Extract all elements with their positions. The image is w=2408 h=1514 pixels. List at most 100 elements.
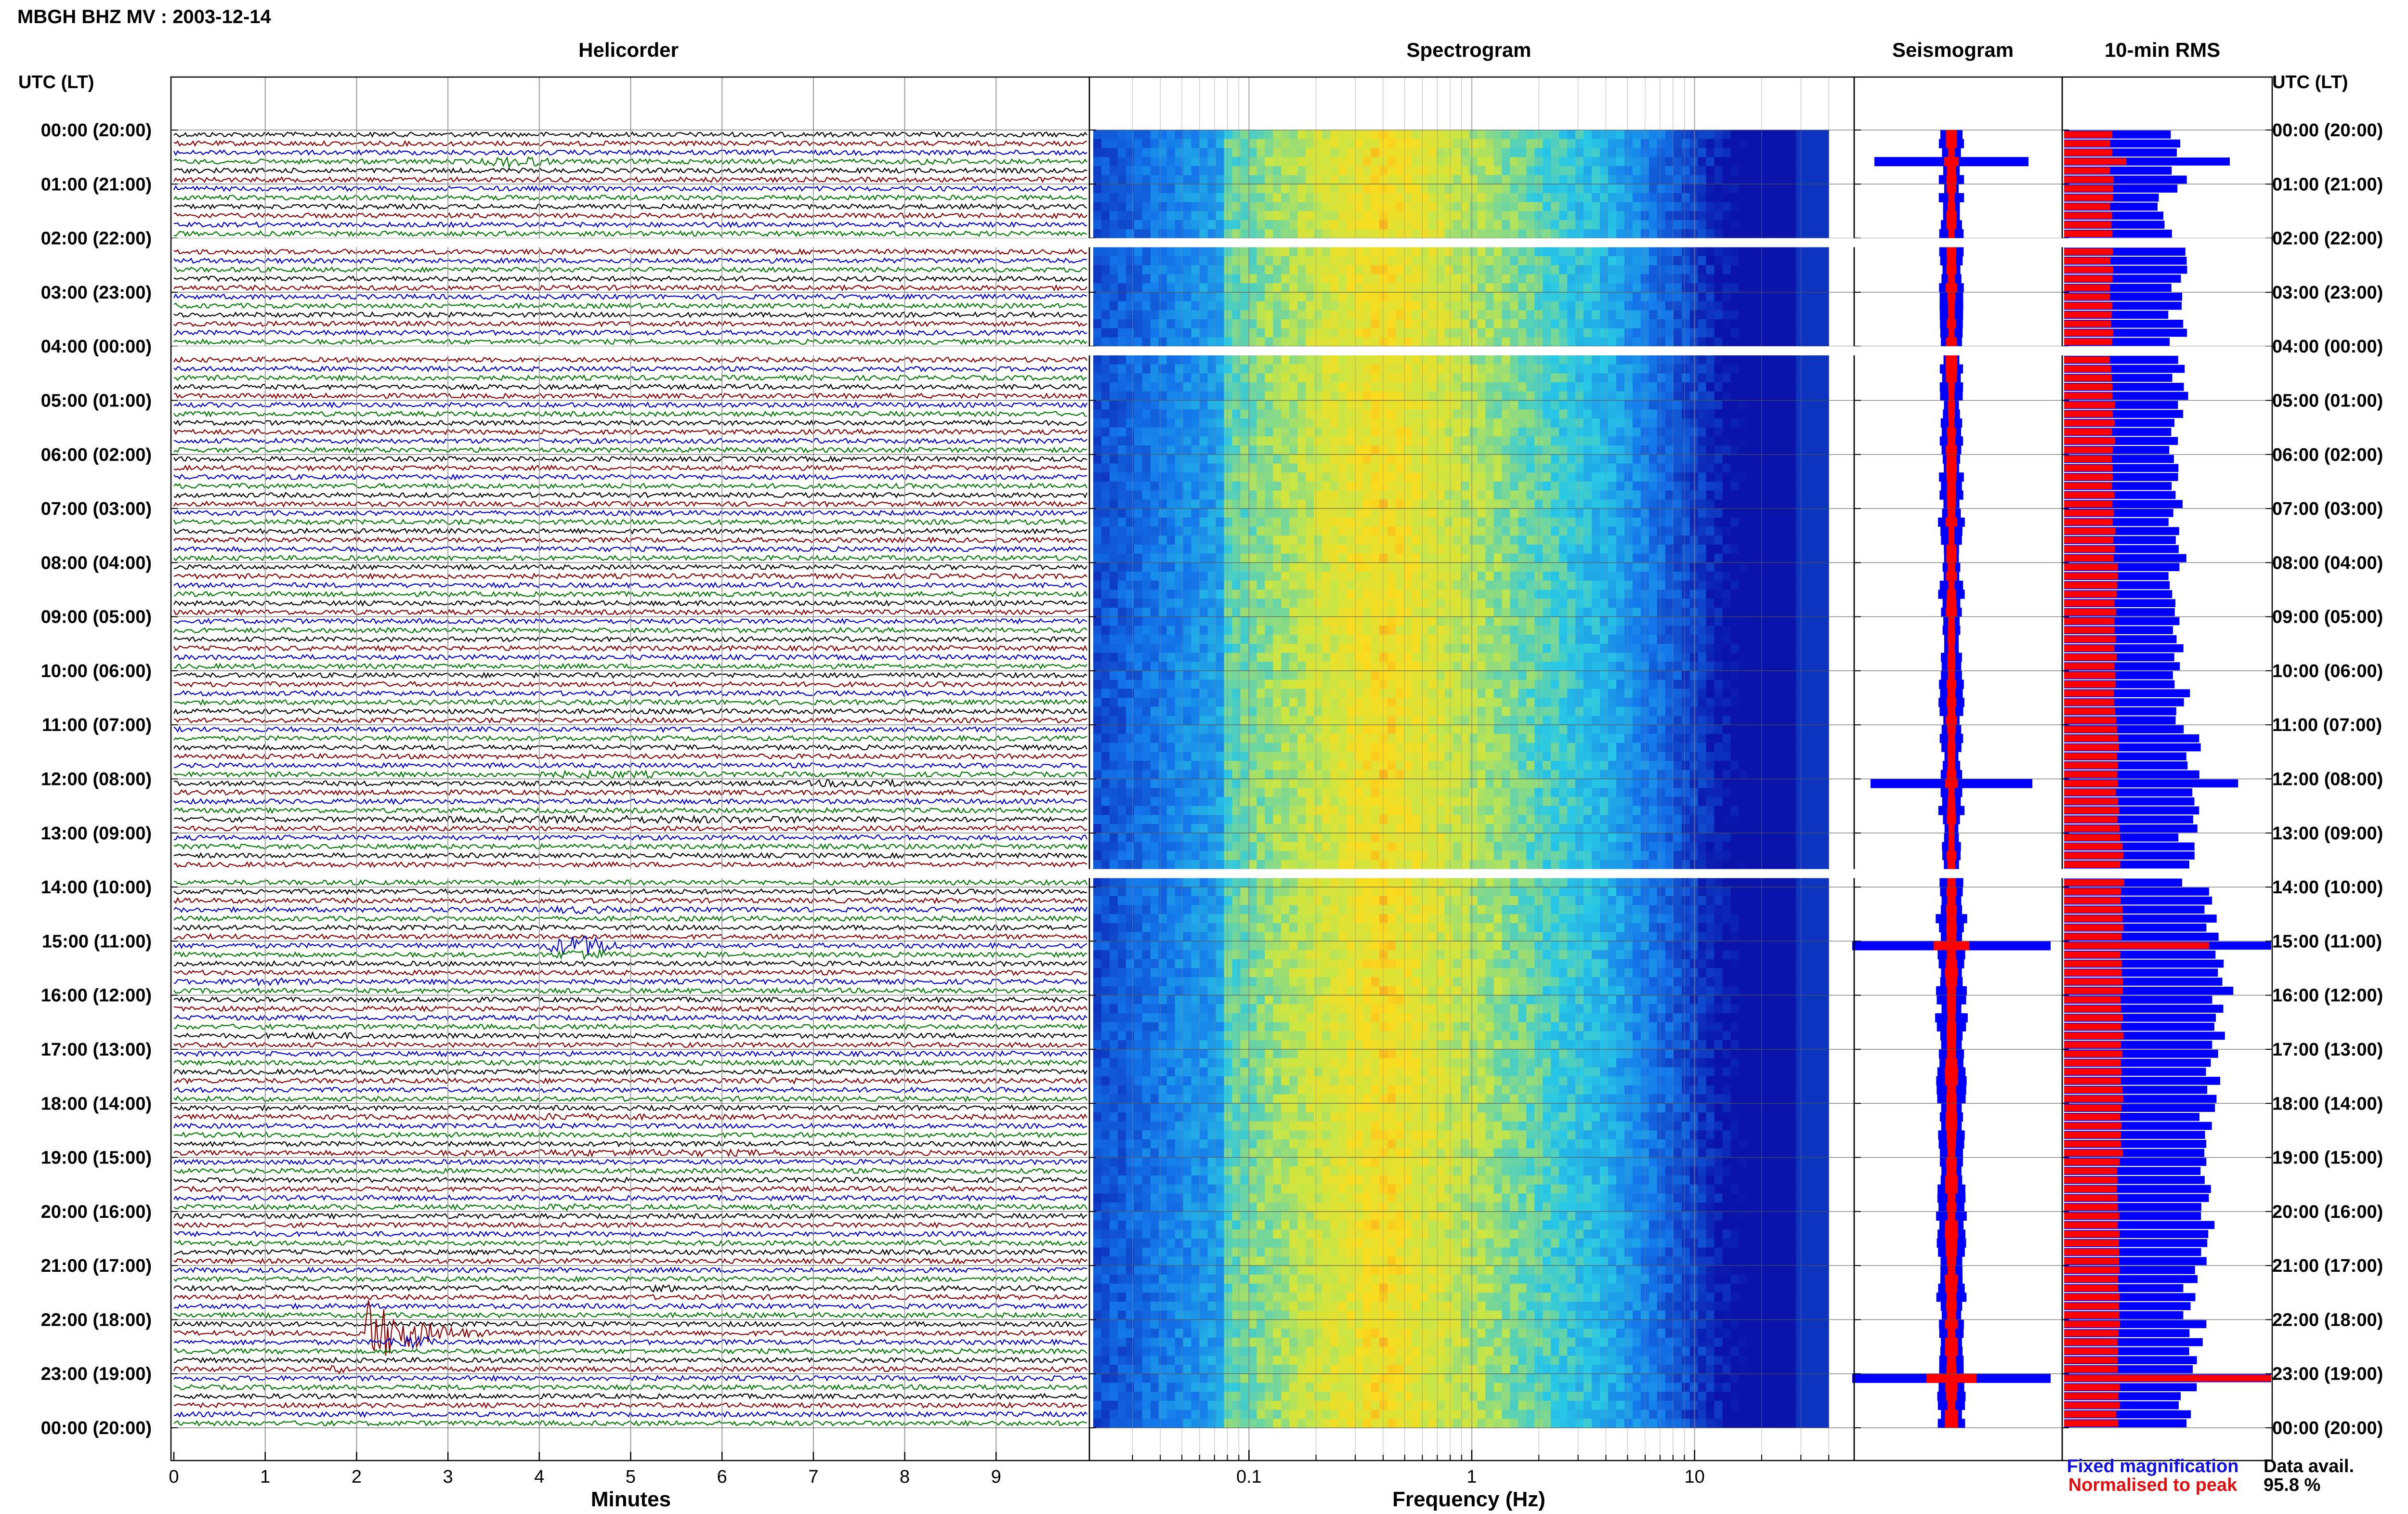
spectrogram-cell: [1437, 535, 1445, 545]
spectrogram-cell: [1355, 409, 1363, 418]
spectrogram-cell: [1812, 455, 1821, 464]
spectrogram-cell: [1412, 545, 1421, 554]
spectrogram-cell: [1371, 365, 1380, 374]
spectrogram-cell: [1420, 283, 1429, 292]
spectrogram-cell: [1101, 401, 1110, 410]
spectrogram-cell: [1723, 365, 1731, 374]
spectrogram-cell: [1224, 401, 1233, 410]
spectrogram-cell: [1387, 445, 1396, 455]
spectrogram-cell: [1338, 157, 1347, 166]
spectrogram-cell: [1739, 499, 1748, 509]
spectrogram-cell: [1379, 139, 1388, 148]
spectrogram-cell: [1804, 581, 1813, 590]
spectrogram-cell: [1404, 157, 1413, 166]
spectrogram-cell: [1763, 554, 1772, 563]
spectrogram-cell: [1543, 247, 1551, 256]
spectrogram-cell: [1592, 130, 1600, 139]
spectrogram-cell: [1478, 545, 1486, 554]
spectrogram-cell: [1453, 572, 1462, 581]
spectrogram-cell: [1723, 256, 1731, 265]
spectrogram-cell: [1518, 455, 1527, 464]
spectrogram-cell: [1747, 202, 1756, 211]
spectrogram-cell: [1510, 409, 1518, 418]
spectrogram-cell: [1763, 409, 1772, 418]
spectrogram-cell: [1256, 482, 1265, 491]
spectrogram-cell: [1461, 292, 1470, 301]
spectrogram-cell: [1379, 482, 1388, 491]
spectrogram-cell: [1771, 283, 1780, 292]
spectrogram-cell: [1624, 518, 1633, 527]
spectrogram-cell: [1469, 211, 1478, 220]
spectrogram-cell: [1142, 355, 1151, 365]
spectrogram-cell: [1665, 220, 1674, 229]
spectrogram-cell: [1330, 310, 1339, 319]
spectrogram-cell: [1355, 590, 1363, 599]
spectrogram-cell: [1526, 472, 1535, 482]
spectrogram-cell: [1559, 617, 1568, 626]
spectrogram-cell: [1478, 229, 1486, 238]
spectrogram-cell: [1232, 535, 1241, 545]
spectrogram-cell: [1167, 445, 1176, 455]
spectrogram-cell: [1731, 220, 1740, 229]
spectrogram-cell: [1592, 482, 1600, 491]
spectrogram-cell: [1731, 518, 1740, 527]
spectrogram-cell: [1126, 418, 1135, 428]
spectrogram-cell: [1355, 247, 1363, 256]
spectrogram-cell: [1387, 455, 1396, 464]
spectrogram-cell: [1232, 148, 1241, 157]
spectrogram-cell: [1763, 301, 1772, 311]
spectrogram-cell: [1796, 355, 1805, 365]
spectrogram-cell: [1306, 139, 1314, 148]
spectrogram-cell: [1665, 148, 1674, 157]
spectrogram-cell: [1478, 202, 1486, 211]
spectrogram-cell: [1469, 310, 1478, 319]
spectrogram-cell: [1297, 472, 1306, 482]
spectrogram-cell: [1763, 382, 1772, 392]
spectrogram-cell: [1322, 184, 1331, 193]
spectrogram-cell: [1788, 455, 1796, 464]
spectrogram-cell: [1486, 418, 1494, 428]
spectrogram-cell: [1322, 211, 1331, 220]
spectrogram-cell: [1175, 554, 1184, 563]
spectrogram-cell: [1600, 148, 1609, 157]
spectrogram-cell: [1322, 428, 1331, 437]
spectrogram-cell: [1420, 338, 1429, 347]
spectrogram-cell: [1518, 445, 1527, 455]
spectrogram-cell: [1232, 382, 1241, 392]
spectrogram-cell: [1232, 509, 1241, 518]
spectrogram-cell: [1674, 572, 1682, 581]
spectrogram-cell: [1633, 554, 1641, 563]
spectrogram-cell: [1314, 229, 1322, 238]
spectrogram-cell: [1633, 283, 1641, 292]
spectrogram-cell: [1674, 184, 1682, 193]
spectrogram-cell: [1265, 310, 1273, 319]
spectrogram-cell: [1437, 409, 1445, 418]
spectrogram-cell: [1518, 301, 1527, 311]
spectrogram-cell: [1788, 184, 1796, 193]
spectrogram-cell: [1314, 562, 1322, 572]
spectrogram-cell: [1445, 455, 1453, 464]
spectrogram-cell: [1796, 409, 1805, 418]
spectrogram-cell: [1494, 572, 1503, 581]
spectrogram-cell: [1151, 599, 1159, 608]
spectrogram-cell: [1175, 527, 1184, 536]
spectrogram-cell: [1314, 409, 1322, 418]
spectrogram-cell: [1633, 401, 1641, 410]
spectrogram-cell: [1723, 202, 1731, 211]
spectrogram-cell: [1273, 482, 1282, 491]
spectrogram-cell: [1820, 157, 1829, 166]
spectrogram-cell: [1763, 166, 1772, 175]
spectrogram-cell: [1747, 328, 1756, 338]
spectrogram-cell: [1347, 310, 1355, 319]
spectrogram-cell: [1747, 365, 1756, 374]
spectrogram-cell: [1478, 562, 1486, 572]
spectrogram-cell: [1167, 491, 1176, 500]
spectrogram-cell: [1232, 545, 1241, 554]
spectrogram-cell: [1674, 499, 1682, 509]
spectrogram-cell: [1118, 274, 1126, 283]
spectrogram-cell: [1633, 184, 1641, 193]
spectrogram-cell: [1445, 373, 1453, 382]
spectrogram-cell: [1739, 202, 1748, 211]
spectrogram-cell: [1649, 328, 1658, 338]
spectrogram-cell: [1698, 157, 1707, 166]
